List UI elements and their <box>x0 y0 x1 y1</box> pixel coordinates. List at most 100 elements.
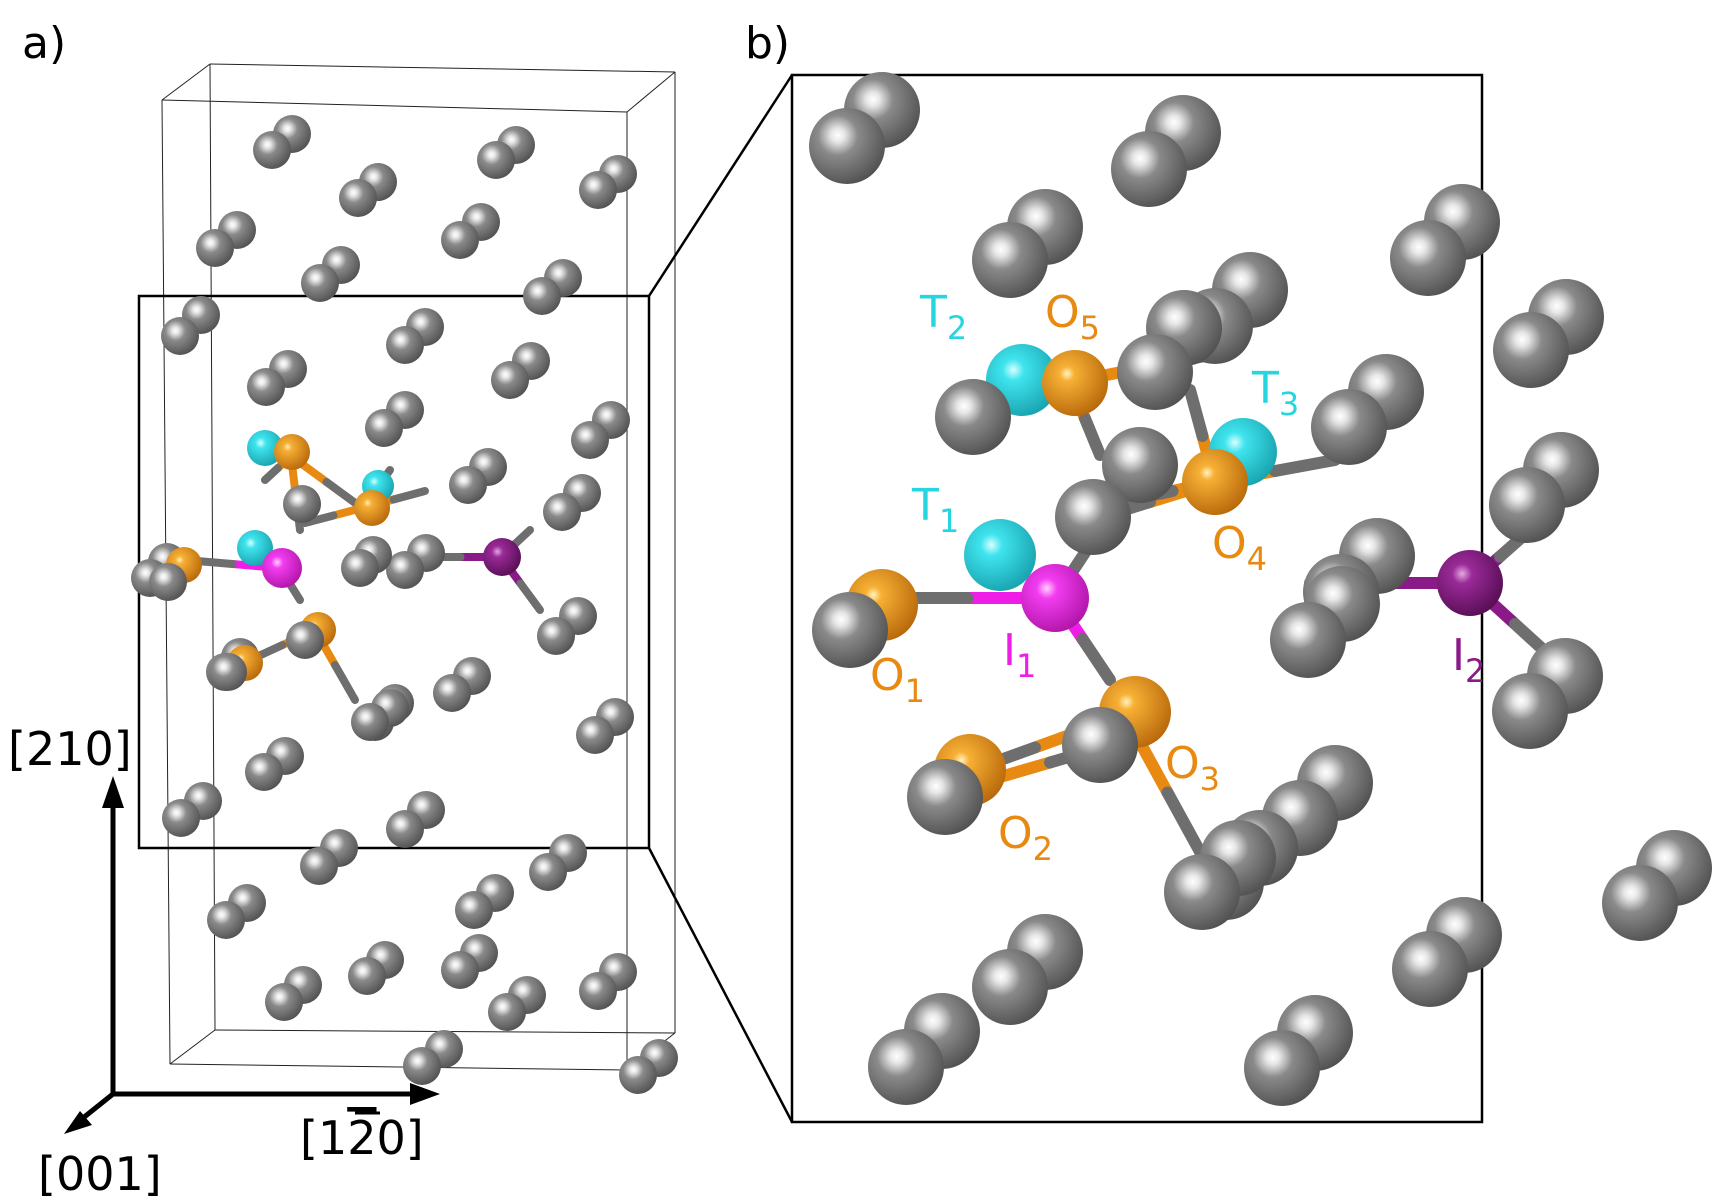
gray-atom <box>283 485 321 523</box>
octahedral-site-O4 <box>1182 449 1248 515</box>
zoom-connector-bottom <box>647 847 794 1123</box>
gray-atom <box>286 621 324 659</box>
site-label-i1: I1 <box>1003 625 1036 685</box>
axis-label-1-20: [120] <box>300 1111 424 1165</box>
octahedral-site-atom <box>274 434 310 470</box>
bond <box>1079 412 1106 461</box>
panel-b-label: b) <box>745 18 790 69</box>
gray-atom <box>207 901 245 939</box>
site-label-t2: T2 <box>919 287 967 347</box>
gray-atom <box>253 131 291 169</box>
gray-atom <box>1602 865 1678 941</box>
gray-atom <box>972 949 1048 1025</box>
gray-atom <box>247 368 285 406</box>
site-label-o2: O2 <box>998 808 1053 868</box>
tetrahedral-site-atom <box>247 430 283 466</box>
gray-atom <box>1492 673 1568 749</box>
gray-atom <box>488 993 526 1031</box>
bond <box>286 580 304 604</box>
gray-atom <box>149 563 187 601</box>
gray-atom <box>162 799 200 837</box>
gray-atom <box>341 549 379 587</box>
gray-atom <box>386 326 424 364</box>
panel-b-atoms <box>809 72 1712 1106</box>
gray-atom <box>477 141 515 179</box>
bond <box>1076 633 1116 686</box>
gray-atom <box>907 759 983 835</box>
bond <box>301 511 338 527</box>
site-label-o5: O5 <box>1045 287 1100 347</box>
gray-atom <box>348 957 386 995</box>
gray-atom <box>365 409 403 447</box>
gray-atom <box>571 421 609 459</box>
gray-atom <box>1102 427 1178 503</box>
gray-atom <box>301 264 339 302</box>
gray-atom <box>455 891 493 929</box>
bond <box>511 526 534 548</box>
interstitial-site-I1 <box>1021 564 1089 632</box>
axis-label-210: [210] <box>8 722 132 776</box>
gray-atom <box>537 617 575 655</box>
site-label-t1: T1 <box>911 480 959 540</box>
gray-atom <box>935 379 1011 455</box>
gray-atom <box>196 229 234 267</box>
gray-atom <box>868 1029 944 1105</box>
site-labels: T2 O5 T3 T1 O4 I1 I2 O1 O3 O2 <box>870 287 1485 868</box>
gray-atom <box>209 653 247 691</box>
gray-atom <box>433 674 471 712</box>
interstitial-site-I2 <box>1437 550 1503 616</box>
gray-atom <box>1117 334 1193 410</box>
gray-atom <box>386 810 424 848</box>
gray-atom <box>579 171 617 209</box>
gray-atom <box>812 592 888 668</box>
site-label-o1: O1 <box>870 650 925 710</box>
interstitial-site-1-atom <box>262 548 302 588</box>
gray-atom <box>491 361 529 399</box>
bond <box>516 579 544 614</box>
gray-atom <box>579 972 617 1010</box>
panel-a-atoms <box>131 115 678 1094</box>
gray-atom <box>449 466 487 504</box>
octahedral-site-O5 <box>1042 350 1108 416</box>
gray-atom <box>1489 467 1565 543</box>
zoom-connector-top <box>647 74 794 297</box>
gray-atom <box>543 493 581 531</box>
crystal-axes <box>64 776 440 1134</box>
octahedral-site-atom <box>354 490 390 526</box>
gray-atom <box>1311 389 1387 465</box>
gray-atom <box>1392 931 1468 1007</box>
gray-atom <box>1493 312 1569 388</box>
gray-atom <box>1270 602 1346 678</box>
gray-atom <box>441 221 479 259</box>
gray-atom <box>1244 1030 1320 1106</box>
panel-a-label: a) <box>22 18 66 69</box>
gray-atom <box>1111 131 1187 207</box>
gray-atom <box>245 753 283 791</box>
gray-atom <box>1055 479 1131 555</box>
site-label-i2: I2 <box>1452 630 1485 690</box>
gray-atom <box>403 1047 441 1085</box>
gray-atom <box>1390 220 1466 296</box>
tetrahedral-site-T1 <box>964 519 1036 591</box>
tetrahedral-site-atom <box>237 530 273 566</box>
gray-atom <box>339 179 377 217</box>
bond <box>1184 384 1209 442</box>
gray-atom <box>300 847 338 885</box>
bond <box>261 464 282 484</box>
gray-atom <box>619 1056 657 1094</box>
gray-atom <box>161 317 199 355</box>
bond <box>1269 454 1341 477</box>
bond <box>389 487 429 504</box>
interstitial-site-2-atom <box>483 538 521 576</box>
site-label-o4: O4 <box>1212 518 1267 578</box>
site-label-o3: O3 <box>1165 738 1220 798</box>
gray-atom <box>351 703 389 741</box>
gray-atom <box>1164 854 1240 930</box>
gray-atom <box>265 983 303 1021</box>
gray-atom <box>1062 707 1138 783</box>
gray-atom <box>529 853 567 891</box>
gray-atom <box>523 277 561 315</box>
site-label-t3: T3 <box>1251 363 1299 423</box>
gray-atom <box>809 108 885 184</box>
